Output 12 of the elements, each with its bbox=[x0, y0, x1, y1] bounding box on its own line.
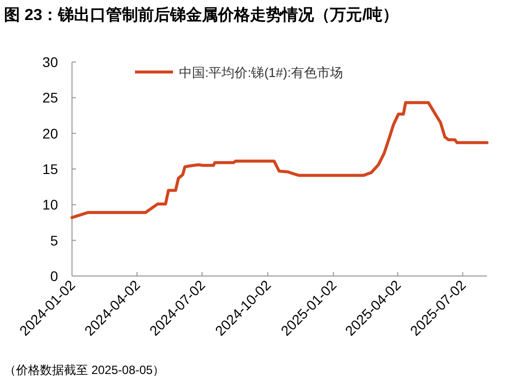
y-tick-label: 10 bbox=[42, 196, 58, 213]
text: （价格数据截至 2025-08-05） bbox=[4, 363, 165, 377]
chart-title: 图 23：锑出口管制前后锑金属价格走势情况（万元/吨） bbox=[4, 6, 399, 24]
y-tick-label: 5 bbox=[50, 232, 58, 248]
y-tick-label: 15 bbox=[42, 161, 58, 177]
legend-label: 中国:平均价:锑(1#):有色市场 bbox=[179, 65, 343, 80]
y-tick-label: 20 bbox=[42, 125, 58, 142]
y-tick-label: 25 bbox=[42, 90, 58, 106]
legend: 中国:平均价:锑(1#):有色市场 bbox=[135, 65, 343, 80]
line-series bbox=[70, 101, 488, 220]
y-tick-label: 30 bbox=[42, 54, 58, 70]
y-tick-label: 0 bbox=[50, 268, 58, 284]
